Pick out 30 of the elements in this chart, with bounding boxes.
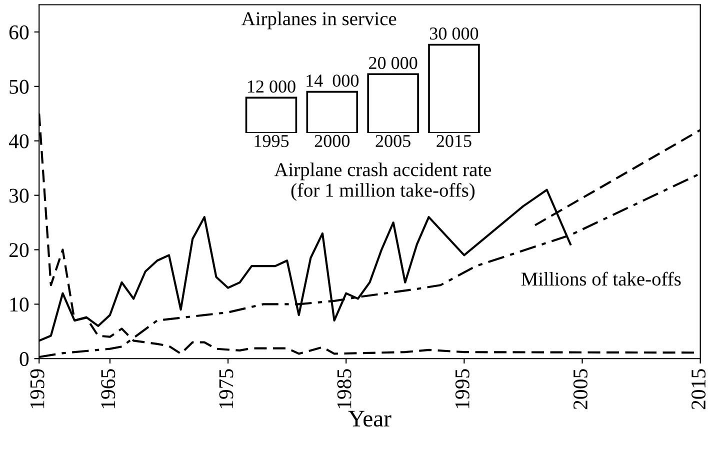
x-tick-label: 2000 bbox=[314, 134, 350, 148]
y-tick-label: 50 bbox=[10, 80, 29, 94]
y-tick-label: 30 bbox=[10, 188, 29, 203]
x-tick-label: 2015 bbox=[691, 369, 706, 410]
y-tick-label: 40 bbox=[8, 134, 29, 148]
annotation: Airplane crash accident rate (for 1 million take-offs) bbox=[274, 162, 492, 201]
data-label: 20 000 bbox=[369, 56, 418, 70]
data-label: 30 000 bbox=[430, 27, 478, 40]
bar bbox=[428, 44, 480, 133]
x-axis-title: Year bbox=[348, 410, 392, 427]
bar bbox=[306, 90, 358, 133]
x-tick-label: 2015 bbox=[436, 134, 472, 148]
x-tick-label: 1995 bbox=[254, 134, 289, 148]
x-tick-label: 2005 bbox=[573, 369, 588, 410]
bar bbox=[245, 96, 298, 133]
y-tick-label: 60 bbox=[9, 25, 29, 40]
y-tick-label: 10 bbox=[10, 298, 29, 312]
x-tick-label: 1985 bbox=[337, 369, 352, 408]
y-tick-label: 0 bbox=[20, 352, 29, 366]
data-label: 12 000 bbox=[248, 80, 296, 93]
x-tick-label: 1959 bbox=[30, 369, 44, 408]
x-tick-label: 1975 bbox=[219, 369, 234, 408]
annotation: Millions of take-offs bbox=[521, 272, 681, 286]
chart-title: Airplanes in service bbox=[242, 12, 396, 30]
x-tick-label: 1965 bbox=[101, 369, 116, 408]
x-tick-label: 2005 bbox=[376, 134, 410, 148]
x-tick-label: 1995 bbox=[455, 369, 470, 408]
y-tick-label: 20 bbox=[9, 243, 29, 258]
bar bbox=[367, 73, 419, 133]
data-label: 14 000 bbox=[306, 74, 359, 87]
